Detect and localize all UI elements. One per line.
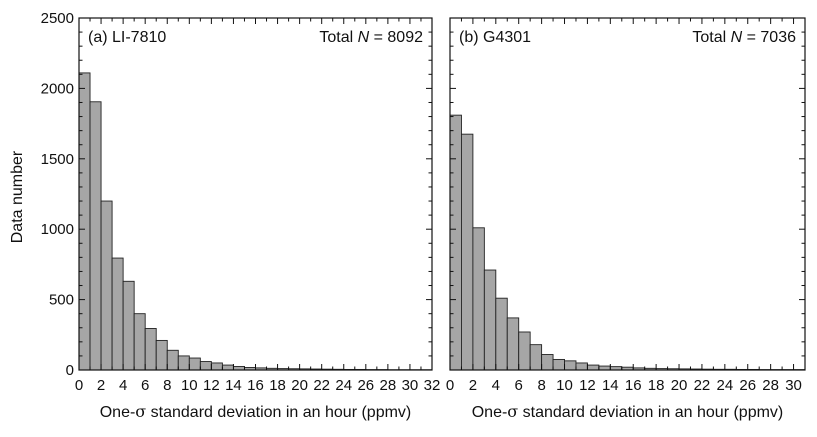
histogram-bar <box>156 340 167 370</box>
x-tick-label: 26 <box>739 377 756 394</box>
y-tick-label: 1500 <box>41 151 74 168</box>
x-tick-label: 0 <box>75 377 83 394</box>
x-tick-label: 10 <box>181 377 198 394</box>
x-tick-label: 16 <box>247 377 264 394</box>
x-tick-label: 2 <box>469 377 477 394</box>
x-tick-label: 14 <box>225 377 242 394</box>
histogram-bar <box>576 363 587 370</box>
total-n-annotation: Total N = 8092 <box>319 29 423 46</box>
histogram-bar <box>530 345 541 370</box>
histogram-bar <box>178 356 189 370</box>
histogram-bar <box>542 355 553 370</box>
x-tick-label: 4 <box>492 377 500 394</box>
histogram-bar <box>519 332 530 370</box>
x-tick-label: 18 <box>269 377 286 394</box>
histogram-bar <box>167 350 178 370</box>
x-tick-label: 26 <box>357 377 374 394</box>
x-tick-label: 12 <box>579 377 596 394</box>
x-axis-title-suffix: standard deviation in an hour (ppmv) <box>518 404 783 421</box>
total-n-value: = 7036 <box>742 29 796 46</box>
histogram-bar <box>450 115 461 370</box>
histogram-bar <box>496 298 507 370</box>
total-n-value: = 8092 <box>369 29 423 46</box>
x-tick-label: 22 <box>694 377 711 394</box>
x-tick-label: 24 <box>335 377 352 394</box>
histogram-bar <box>565 361 576 370</box>
x-axis-title-sigma: σ <box>507 402 518 421</box>
histogram-bar <box>101 201 112 370</box>
panel-label: (a) LI-7810 <box>88 29 166 46</box>
histogram-bar <box>145 328 156 370</box>
x-tick-label: 6 <box>141 377 149 394</box>
total-n-prefix: Total <box>319 29 357 46</box>
x-tick-label: 20 <box>671 377 688 394</box>
x-axis-title-prefix: One- <box>472 404 508 421</box>
y-tick-label: 2000 <box>41 80 74 97</box>
x-tick-label: 28 <box>762 377 779 394</box>
x-tick-label: 4 <box>119 377 127 394</box>
histogram-bar <box>112 258 123 370</box>
x-axis-title: One-σ standard deviation in an hour (ppm… <box>472 402 784 421</box>
histogram-bar <box>123 281 134 370</box>
x-tick-label: 8 <box>163 377 171 394</box>
y-tick-label: 500 <box>49 292 74 309</box>
y-tick-label: 2500 <box>41 10 74 27</box>
total-n-annotation: Total N = 7036 <box>692 29 796 46</box>
x-tick-label: 24 <box>716 377 733 394</box>
histogram-bar <box>189 358 200 370</box>
x-tick-label: 6 <box>515 377 523 394</box>
x-tick-label: 8 <box>537 377 545 394</box>
x-tick-label: 28 <box>380 377 397 394</box>
histogram-bar <box>553 359 564 370</box>
x-tick-label: 2 <box>97 377 105 394</box>
y-axis-title: Data number <box>9 150 26 243</box>
x-tick-label: 22 <box>313 377 330 394</box>
x-tick-label: 32 <box>424 377 441 394</box>
total-n-prefix: Total <box>692 29 730 46</box>
histogram-bar <box>211 363 222 370</box>
y-tick-label: 0 <box>66 362 74 379</box>
histogram-bar <box>134 314 145 370</box>
x-tick-label: 0 <box>446 377 454 394</box>
x-tick-label: 16 <box>625 377 642 394</box>
x-tick-label: 30 <box>402 377 419 394</box>
x-axis-title-suffix: standard deviation in an hour (ppmv) <box>146 404 411 421</box>
panel-label: (b) G4301 <box>459 29 531 46</box>
x-tick-label: 12 <box>203 377 220 394</box>
total-n-variable: N <box>358 29 370 46</box>
histogram-bar <box>587 365 598 370</box>
histogram-bar <box>473 228 484 370</box>
histogram-bar <box>222 365 233 370</box>
y-tick-label: 1000 <box>41 221 74 238</box>
histogram-bar <box>200 362 211 370</box>
histogram-bar <box>461 134 472 370</box>
x-axis-title-sigma: σ <box>135 402 146 421</box>
x-tick-label: 14 <box>602 377 619 394</box>
x-axis-title-prefix: One- <box>100 404 136 421</box>
histogram-bar <box>79 73 90 370</box>
histogram-bar <box>507 318 518 370</box>
x-tick-label: 30 <box>785 377 802 394</box>
x-tick-label: 10 <box>556 377 573 394</box>
x-tick-label: 18 <box>648 377 665 394</box>
total-n-variable: N <box>731 29 743 46</box>
x-axis-title: One-σ standard deviation in an hour (ppm… <box>100 402 412 421</box>
histogram-bar <box>90 102 101 370</box>
x-tick-label: 20 <box>291 377 308 394</box>
histogram-bar <box>484 270 495 370</box>
